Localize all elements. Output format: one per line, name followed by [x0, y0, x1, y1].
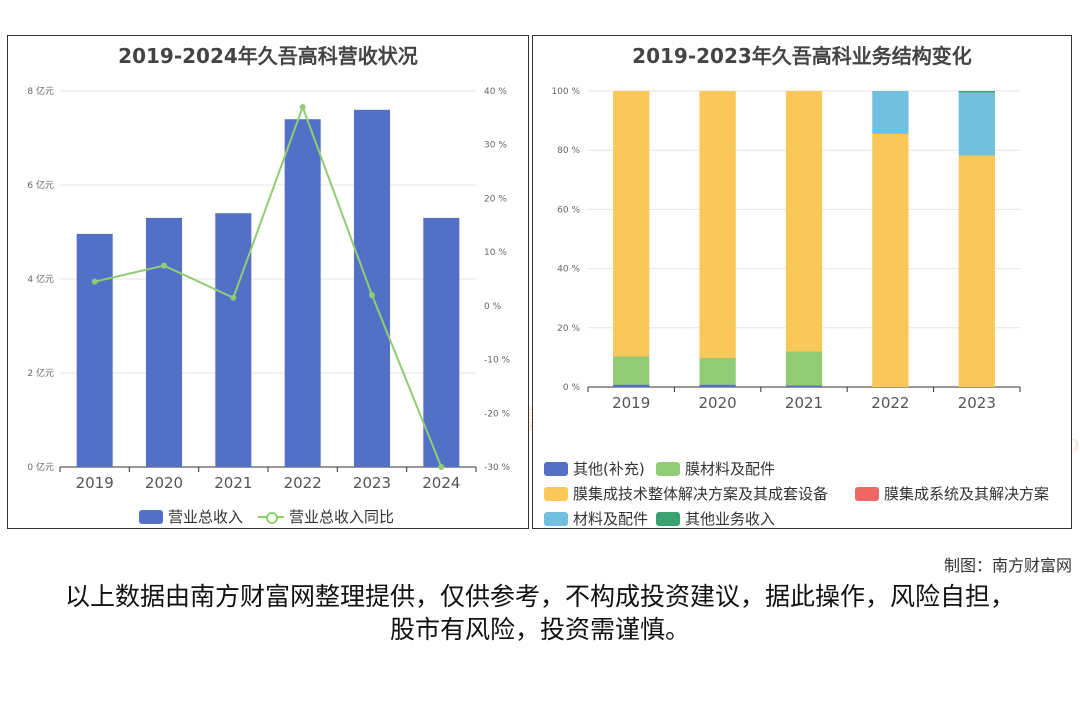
legend-swatch — [258, 510, 284, 524]
stacked-bar-segment — [872, 133, 909, 387]
stacked-bar-segment — [785, 91, 823, 352]
x-tick-label: 2021 — [214, 474, 252, 492]
legend-label: 膜集成技术整体解决方案及其成套设备 — [573, 485, 829, 503]
legend-label: 膜材料及配件 — [685, 460, 776, 478]
y-tick-label: 40 % — [557, 265, 580, 275]
legend-item-membrane-materials[interactable]: 膜材料及配件 — [656, 458, 775, 479]
revenue-chart: 0 亿元 2 亿元 4 亿元 6 亿元 8 亿元 -30 % -20 % -10 % 0 % 10… — [27, 85, 511, 492]
legend-swatch — [544, 461, 568, 476]
y-tick-label: 100 % — [551, 87, 580, 97]
stacked-bar-segment — [958, 92, 995, 156]
stacked-bar-segment — [613, 91, 650, 357]
legend-item-revenue[interactable]: 营业总收入 — [139, 506, 243, 527]
y-tick-label-left: 6 亿元 — [27, 179, 54, 191]
x-tick-label: 2023 — [353, 474, 391, 492]
bar — [76, 233, 113, 467]
x-tick-label: 2022 — [871, 394, 909, 412]
legend-swatch — [656, 461, 680, 476]
legend-label: 膜集成系统及其解决方案 — [884, 485, 1050, 503]
stacked-bar-segment — [872, 91, 909, 134]
y-tick-label-left: 0 亿元 — [27, 461, 54, 473]
yoy-point — [91, 278, 98, 285]
y-tick-label-left: 2 亿元 — [27, 367, 54, 379]
bar — [215, 213, 252, 467]
y-tick-label-left: 8 亿元 — [27, 85, 54, 97]
bar — [145, 217, 183, 467]
stacked-bar-segment — [699, 384, 736, 387]
bar — [284, 119, 321, 467]
stacked-bar-segment — [699, 91, 736, 358]
y-tick-label: 60 % — [557, 205, 580, 215]
x-tick-label: 2022 — [284, 474, 322, 492]
legend-label: 材料及配件 — [573, 510, 649, 528]
y-tick-label: 20 % — [557, 324, 580, 334]
chart-credit: 制图：南方财富网 — [943, 556, 1072, 575]
stacked-bar-segment — [613, 356, 650, 385]
y-tick-label-right: 10 % — [484, 248, 507, 258]
x-tick-label: 2020 — [145, 474, 183, 492]
legend-swatch — [855, 486, 879, 501]
y-tick-label: 80 % — [557, 146, 580, 156]
y-tick-label-right: -10 % — [484, 356, 511, 366]
x-tick-label: 2019 — [76, 474, 114, 492]
legend-label: 营业总收入 — [168, 508, 244, 526]
legend-swatch — [544, 511, 568, 526]
yoy-point — [438, 464, 445, 470]
yoy-point — [299, 104, 306, 111]
y-tick-label-right: -20 % — [484, 409, 511, 419]
legend-item-other-business[interactable]: 其他业务收入 — [656, 508, 776, 528]
chart-title: 2019-2024年久吾高科营收状况 — [118, 44, 418, 68]
legend-label: 其他业务收入 — [685, 510, 776, 528]
bar — [353, 109, 391, 468]
disclaimer-text: 以上数据由南方财富网整理提供，仅供参考，不构成投资建议，据此操作，风险自担，股市… — [64, 582, 1015, 644]
business-structure-chart-panel: 2019-2023年久吾高科业务结构变化 0 % 20 % 40 % 60 % 80 %… — [532, 35, 1072, 529]
legend-swatch — [544, 486, 568, 501]
stacked-bar-segment — [958, 91, 995, 93]
x-tick-label: 2024 — [422, 474, 460, 492]
chart-title: 2019-2023年久吾高科业务结构变化 — [632, 44, 972, 68]
legend-item-materials-parts[interactable]: 材料及配件 — [544, 508, 649, 528]
x-tick-label: 2019 — [612, 394, 650, 412]
yoy-point — [230, 294, 237, 301]
yoy-line — [94, 104, 443, 468]
chart-legend: 其他(补充) 膜材料及配件 膜集成技术整体解决方案及其成套设备 膜集成系统及其解… — [533, 456, 1071, 528]
y-tick-label-right: 40 % — [484, 87, 507, 97]
y-tick-label-right: 0 % — [484, 302, 502, 312]
stacked-bar-segment — [699, 357, 736, 385]
legend-swatch — [139, 509, 163, 524]
y-tick-label-right: 30 % — [484, 141, 507, 151]
legend-label: 其他(补充) — [573, 460, 645, 478]
business-structure-chart: 0 % 20 % 40 % 60 % 80 % 100 % 2019 2020 2021 2022… — [551, 87, 1021, 412]
legend-swatch — [656, 511, 680, 526]
legend-item-other-supplement[interactable]: 其他(补充) — [544, 458, 645, 479]
stacked-bar-segment — [958, 155, 995, 387]
yoy-point — [369, 292, 375, 299]
x-tick-label: 2021 — [785, 394, 823, 412]
y-tick-label-right: 20 % — [484, 194, 507, 204]
stacked-bar-segment — [613, 384, 650, 387]
revenue-chart-panel: 2019-2024年久吾高科营收状况 0 亿元 2 亿元 4 亿元 6 亿元 8 亿元 -… — [7, 35, 529, 529]
y-tick-label: 0 % — [563, 383, 581, 393]
bar — [423, 217, 460, 467]
stacked-bar-segment — [785, 351, 823, 386]
yoy-point — [161, 262, 167, 269]
legend-item-yoy[interactable]: 营业总收入同比 — [258, 506, 394, 527]
y-tick-label-left: 4 亿元 — [27, 273, 54, 285]
stacked-bar-segment — [785, 385, 823, 387]
x-tick-label: 2023 — [958, 394, 996, 412]
y-tick-label-right: -30 % — [484, 463, 511, 473]
legend-item-membrane-systems[interactable]: 膜集成系统及其解决方案 — [855, 483, 1049, 504]
legend-label: 营业总收入同比 — [289, 508, 395, 526]
legend-item-membrane-solutions-equipment[interactable]: 膜集成技术整体解决方案及其成套设备 — [544, 483, 828, 504]
x-tick-label: 2020 — [699, 394, 737, 412]
